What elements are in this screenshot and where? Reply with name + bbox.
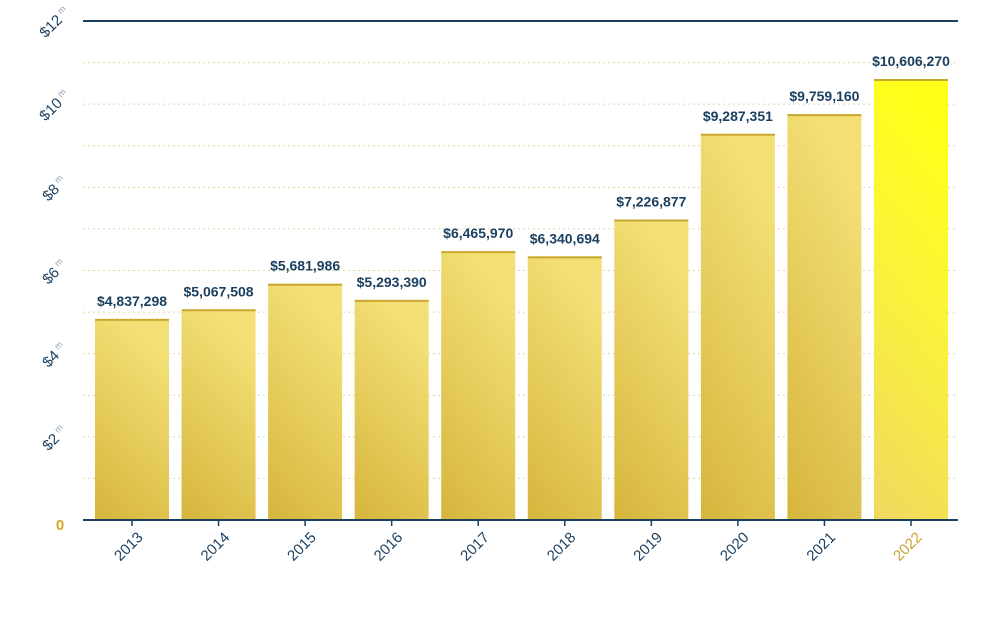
y-tick-label: $4m bbox=[38, 339, 70, 371]
bar-2020 bbox=[700, 133, 775, 520]
value-label: $5,681,986 bbox=[270, 258, 340, 274]
bar-2021 bbox=[787, 114, 862, 521]
value-label: $6,465,970 bbox=[443, 225, 513, 241]
x-tick-label: 2017 bbox=[457, 529, 493, 565]
bar-2019 bbox=[614, 219, 689, 520]
y-tick-label: $8m bbox=[38, 173, 70, 205]
y-tick-label: $12m bbox=[36, 4, 74, 42]
x-tick-label: 2021 bbox=[803, 529, 839, 565]
y-tick-label: $6m bbox=[38, 256, 70, 288]
axes bbox=[83, 20, 958, 521]
value-labels: $4,837,298 $5,067,508 $5,681,986 $5,293,390… bbox=[97, 53, 950, 309]
y-tick-label: 0 bbox=[56, 517, 64, 534]
y-tick-label: $10m bbox=[36, 87, 74, 125]
bar-2018 bbox=[527, 256, 602, 520]
y-axis-ticks: 0 $2m $4m $6m $8m $10m $12m bbox=[36, 4, 74, 534]
x-tick-label: 2015 bbox=[284, 529, 320, 565]
bar-2016 bbox=[354, 299, 429, 520]
bars bbox=[95, 78, 948, 521]
bar-2017 bbox=[441, 251, 516, 520]
x-tick-label: 2020 bbox=[717, 529, 753, 565]
x-tick-label: 2013 bbox=[111, 529, 147, 565]
value-label: $6,340,694 bbox=[530, 230, 600, 246]
value-label: $7,226,877 bbox=[616, 193, 686, 209]
y-tick-label: $2m bbox=[38, 422, 70, 454]
value-label: $5,067,508 bbox=[184, 283, 254, 299]
bar-2014 bbox=[181, 309, 256, 520]
x-tick-label: 2014 bbox=[198, 529, 234, 565]
x-tick-label: 2016 bbox=[371, 529, 407, 565]
x-tick-label: 2022 bbox=[890, 529, 926, 565]
bar-2013 bbox=[95, 318, 169, 520]
x-tick-label: 2018 bbox=[544, 529, 580, 565]
bar-2015 bbox=[268, 283, 343, 520]
bar-2022 bbox=[874, 78, 948, 521]
value-label: $10,606,270 bbox=[872, 53, 950, 69]
value-label: $4,837,298 bbox=[97, 293, 167, 309]
value-label: $9,287,351 bbox=[703, 108, 773, 124]
x-tick-label: 2019 bbox=[630, 529, 666, 565]
x-axis-ticks: 2013 2014 2015 2016 2017 2018 2019 2020 2021 2022 bbox=[111, 520, 926, 565]
value-label: $5,293,390 bbox=[357, 274, 427, 290]
value-label: $9,759,160 bbox=[789, 88, 859, 104]
